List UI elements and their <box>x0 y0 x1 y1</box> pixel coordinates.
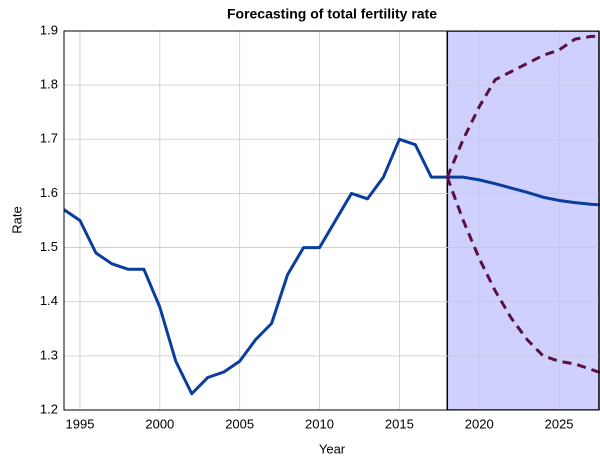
x-tick-label: 2020 <box>465 416 494 431</box>
x-tick-label: 2000 <box>145 416 174 431</box>
x-tick-label: 2005 <box>225 416 254 431</box>
y-tick-label: 1.4 <box>40 293 58 308</box>
chart-title: Forecasting of total fertility rate <box>227 6 437 22</box>
x-tick-label: 1995 <box>66 416 95 431</box>
line <box>64 137 600 396</box>
y-tick-label: 1.6 <box>40 185 58 200</box>
y-axis-label: Rate <box>9 206 24 233</box>
x-tick-label: 2015 <box>385 416 414 431</box>
plot-area <box>64 31 600 410</box>
y-tick-label: 1.2 <box>40 401 58 416</box>
x-tick-label: 2025 <box>545 416 574 431</box>
line <box>445 176 600 375</box>
y-tick-label: 1.5 <box>40 239 58 254</box>
y-tick-label: 1.7 <box>40 131 58 146</box>
x-axis-label: Year <box>319 441 346 456</box>
forecast-region <box>446 31 600 410</box>
line <box>445 34 600 178</box>
y-tick-label: 1.3 <box>40 347 58 362</box>
x-tick-label: 2010 <box>305 416 334 431</box>
y-tick-label: 1.9 <box>40 22 58 37</box>
plot-frame <box>63 30 600 411</box>
y-tick-label: 1.8 <box>40 77 58 92</box>
